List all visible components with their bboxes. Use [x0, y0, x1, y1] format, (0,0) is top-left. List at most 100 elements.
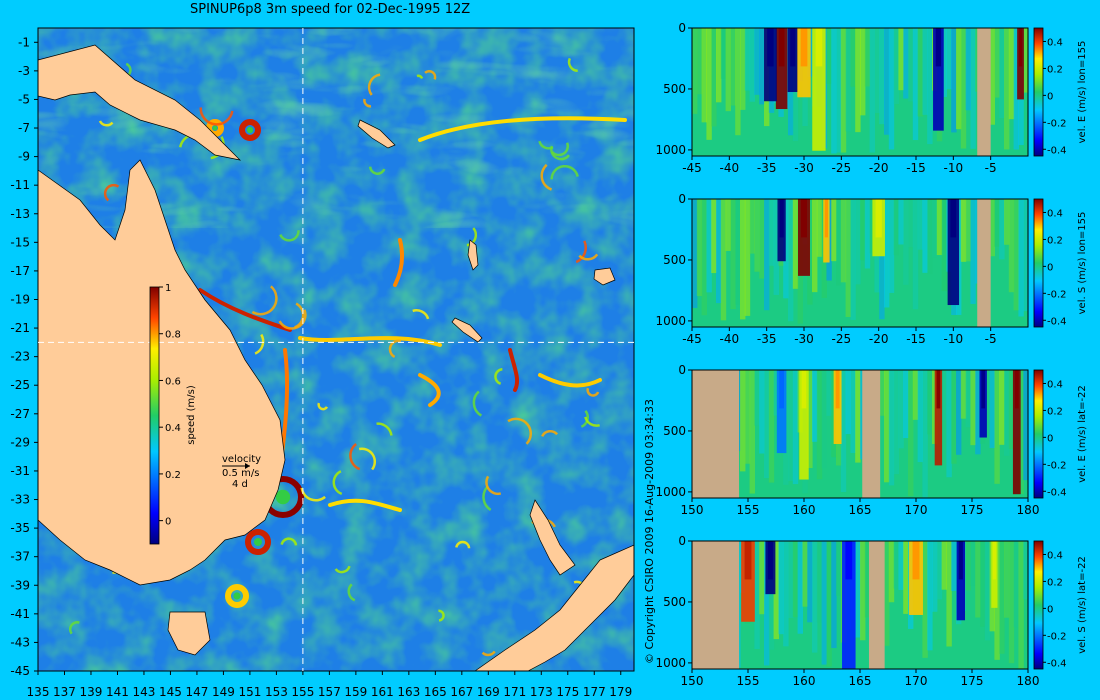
- section-column: [836, 199, 842, 286]
- section-column: [701, 28, 707, 123]
- section-column: [735, 199, 741, 305]
- section-jet: [947, 199, 960, 306]
- section-jet-core: [790, 28, 796, 67]
- section-column: [845, 199, 851, 317]
- swirl-filament: [334, 565, 351, 574]
- speed-colorbar-tick-label: 1: [165, 283, 171, 294]
- section-x-tick-label: -20: [869, 332, 889, 346]
- section-column: [759, 199, 765, 279]
- swirl-filament: [424, 70, 437, 80]
- section-column: [927, 199, 933, 275]
- map-y-tick-label: -35: [10, 521, 30, 535]
- section-y-tick-label: 1000: [655, 143, 686, 157]
- section-column: [754, 370, 760, 426]
- section-column: [807, 370, 813, 469]
- section-colorbar-tick-label: -0.4: [1047, 487, 1067, 498]
- velocity-key-arrowhead: [245, 463, 250, 469]
- map-x-tick-label: 143: [133, 685, 156, 699]
- eddy-core: [275, 489, 291, 505]
- section-column: [860, 199, 866, 261]
- swirl-filament: [438, 609, 445, 622]
- section-column: [884, 199, 890, 308]
- swirl-filament: [455, 540, 471, 549]
- swirl-filament: [507, 417, 532, 445]
- section-column: [903, 541, 909, 614]
- section-jet-core: [744, 541, 752, 580]
- section-jet-core: [958, 541, 963, 580]
- section-jet-core: [1018, 28, 1023, 67]
- section-column: [773, 199, 779, 295]
- swirl-filament: [363, 98, 372, 108]
- section-column: [984, 541, 991, 641]
- section-column: [836, 541, 842, 596]
- section-column: [951, 28, 957, 133]
- current-jet: [298, 336, 442, 347]
- section-x-tick-label: 160: [793, 674, 816, 688]
- section-column: [1004, 199, 1010, 245]
- section-column: [840, 370, 847, 493]
- swirl-filament: [541, 430, 559, 438]
- section-column: [783, 541, 789, 647]
- section-column: [932, 199, 938, 258]
- section-panels: -45 -40 -35 -30 -25 -20 -15 -10 -5 0 500 1000 0.4 0.2…: [655, 21, 1088, 688]
- section-column: [946, 28, 952, 90]
- section-column: [812, 199, 818, 293]
- speed-colorbar-tick-label: 0.8: [165, 330, 181, 341]
- section-column: [845, 370, 851, 435]
- map-y-tick-label: -21: [10, 321, 30, 335]
- swirl-filament: [578, 253, 599, 261]
- current-jet: [328, 498, 402, 512]
- section-column: [922, 28, 928, 115]
- section-column: [816, 199, 823, 257]
- section-x-tick-label: 180: [1017, 674, 1040, 688]
- section-column: [730, 199, 736, 310]
- section-jet-core: [800, 28, 808, 67]
- section-column: [941, 541, 947, 590]
- section-column: [956, 28, 962, 130]
- section-column: [783, 199, 789, 299]
- section-x-tick-label: 170: [905, 674, 928, 688]
- map-x-tick-label: 139: [80, 685, 103, 699]
- map-x-tick-label: 137: [53, 685, 76, 699]
- section-frame: [691, 27, 1029, 157]
- section-x-tick-label: 155: [737, 674, 760, 688]
- map-x-tick-label: 173: [530, 685, 553, 699]
- section-column: [989, 28, 995, 125]
- section-land: [692, 370, 740, 498]
- section-colorbar-tick-label: -0.2: [1047, 460, 1067, 471]
- map-y-tick-label: -17: [10, 264, 30, 278]
- section-column: [1023, 28, 1029, 93]
- section-column: [970, 28, 976, 149]
- section-colorbar-tick-label: 0.4: [1047, 37, 1063, 48]
- section-colorbar-tick-label: 0.4: [1047, 379, 1063, 390]
- map-x-tick-label: 177: [583, 685, 606, 699]
- section-column: [711, 199, 717, 274]
- section-column: [850, 370, 856, 453]
- swirl-filament: [368, 166, 386, 175]
- current-jet: [418, 116, 627, 142]
- section-land: [868, 541, 885, 669]
- section-column: [1004, 370, 1010, 456]
- speed-colorbar-gradient: [149, 286, 160, 545]
- section-column: [917, 370, 923, 463]
- current-jet: [538, 373, 602, 388]
- section-column: [869, 199, 875, 254]
- section-column: [970, 370, 976, 446]
- section-column: [869, 28, 875, 153]
- swirl-filament: [278, 309, 307, 330]
- section-column: [759, 28, 765, 105]
- section-column: [908, 370, 914, 497]
- map-x-tick-label: 179: [609, 685, 632, 699]
- map-x-tick-label: 151: [238, 685, 261, 699]
- swirl-filament: [376, 422, 393, 436]
- section-x-tick-label: 150: [681, 674, 704, 688]
- map-x-tick-label: 155: [291, 685, 314, 699]
- section-column: [692, 28, 698, 114]
- section-colorbar-tick-label: -0.4: [1047, 316, 1067, 327]
- section-column: [898, 199, 904, 245]
- section-colorbar-tick-label: 0.2: [1047, 64, 1063, 75]
- speed-colorbar-label: speed (m/s): [186, 385, 197, 445]
- section-column: [716, 28, 722, 103]
- section-colorbar-tick-label: 0.2: [1047, 235, 1063, 246]
